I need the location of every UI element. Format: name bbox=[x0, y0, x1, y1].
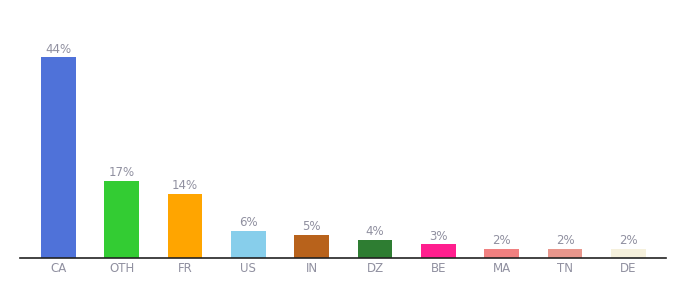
Bar bbox=[358, 240, 392, 258]
Text: 17%: 17% bbox=[109, 166, 135, 179]
Bar bbox=[421, 244, 456, 258]
Text: 5%: 5% bbox=[303, 220, 321, 233]
Bar bbox=[104, 181, 139, 258]
Text: 2%: 2% bbox=[556, 234, 575, 247]
Bar bbox=[231, 231, 266, 258]
Text: 6%: 6% bbox=[239, 216, 258, 229]
Bar bbox=[294, 235, 329, 258]
Text: 3%: 3% bbox=[429, 230, 447, 242]
Bar bbox=[168, 194, 203, 258]
Text: 4%: 4% bbox=[366, 225, 384, 238]
Bar bbox=[484, 249, 519, 258]
Text: 2%: 2% bbox=[619, 234, 638, 247]
Bar bbox=[547, 249, 583, 258]
Bar bbox=[611, 249, 646, 258]
Text: 2%: 2% bbox=[492, 234, 511, 247]
Text: 44%: 44% bbox=[46, 43, 71, 56]
Text: 14%: 14% bbox=[172, 179, 198, 192]
Bar bbox=[41, 58, 75, 258]
